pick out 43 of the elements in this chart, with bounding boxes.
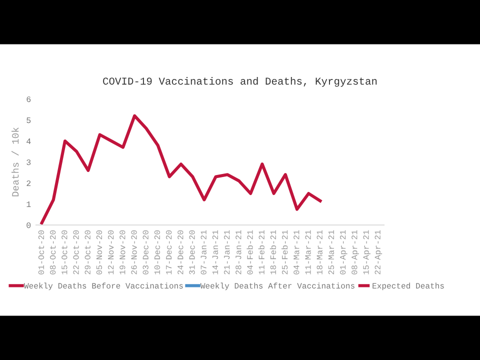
legend-label: Expected Deaths bbox=[372, 282, 444, 290]
chart-title: COVID-19 Vaccinations and Deaths, Kyrgyzstan bbox=[103, 77, 377, 87]
x-tick-label: 29-Oct-20 bbox=[84, 230, 90, 274]
x-tick-label: 04-Mar-21 bbox=[294, 230, 300, 274]
x-tick-label: 03-Dec-20 bbox=[142, 230, 148, 274]
x-tick-label: 25-Feb-21 bbox=[282, 230, 288, 274]
legend-label: Weekly Deaths Before Vaccinations bbox=[24, 282, 183, 290]
y-tick-label: 4 bbox=[26, 138, 31, 144]
y-axis-title: Deaths / 10k bbox=[12, 127, 19, 196]
x-tick-label: 17-Dec-20 bbox=[166, 230, 172, 274]
x-tick-label: 01-Apr-21 bbox=[340, 230, 348, 274]
x-tick-label: 05-Nov-20 bbox=[96, 230, 102, 274]
x-tick-label: 07-Jan-21 bbox=[200, 230, 206, 274]
x-tick-label: 04-Feb-21 bbox=[246, 230, 253, 274]
x-tick-label: 15-Oct-20 bbox=[62, 230, 68, 274]
legend-label: Weekly Deaths After Vaccinations bbox=[200, 282, 354, 290]
x-tick-label: 01-Oct-20 bbox=[38, 230, 44, 274]
x-tick-label: 21-Jan-21 bbox=[224, 230, 230, 274]
y-tick-label: 3 bbox=[26, 159, 31, 166]
x-tick-label: 24-Dec-20 bbox=[178, 230, 184, 274]
y-tick-label: 1 bbox=[26, 202, 31, 208]
x-tick-label: 28-Jan-21 bbox=[236, 230, 242, 274]
x-tick-label: 22-Apr-21 bbox=[374, 230, 382, 274]
line-series bbox=[40, 114, 322, 224]
x-tick-label: 18-Feb-21 bbox=[270, 230, 276, 274]
x-tick-label: 25-Mar-21 bbox=[328, 230, 334, 274]
x-tick-label: 31-Dec-20 bbox=[189, 230, 195, 274]
x-tick-label: 11-Mar-21 bbox=[305, 230, 311, 274]
x-tick-label: 08-Apr-21 bbox=[352, 230, 359, 274]
x-tick-label: 26-Nov-20 bbox=[131, 230, 137, 274]
x-tick-label: 12-Nov-20 bbox=[108, 230, 114, 274]
x-tick-label: 11-Feb-21 bbox=[258, 230, 264, 274]
x-tick-label: 08-Oct-20 bbox=[50, 230, 56, 274]
x-tick-label: 10-Dec-20 bbox=[154, 230, 160, 274]
x-tick-label: 22-Oct-20 bbox=[73, 230, 79, 274]
y-tick-label: 5 bbox=[26, 118, 31, 124]
x-tick-label: 14-Jan-21 bbox=[212, 230, 218, 274]
x-tick-label: 18-Mar-21 bbox=[316, 230, 322, 274]
x-tick-label: 19-Nov-20 bbox=[120, 230, 126, 274]
x-tick-label: 15-Apr-21 bbox=[363, 230, 370, 274]
y-tick-label: 0 bbox=[26, 222, 31, 228]
y-tick-label: 6 bbox=[26, 96, 31, 102]
y-tick-label: 2 bbox=[26, 180, 31, 186]
